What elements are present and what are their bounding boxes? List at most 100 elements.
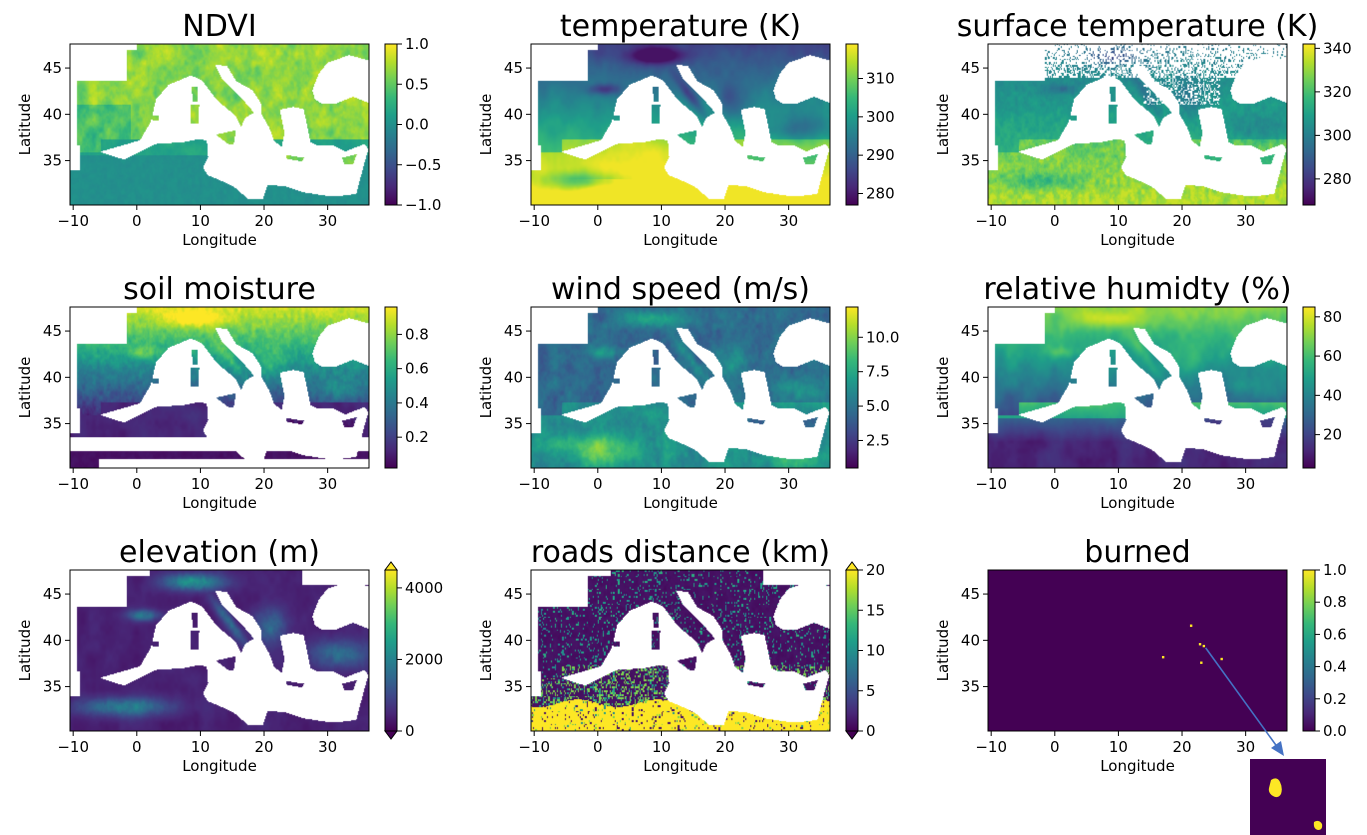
colorbar-tick-label: 5.0: [866, 397, 890, 415]
x-tick-label: 20: [715, 475, 734, 493]
colorbar-gradient: [384, 569, 398, 732]
colorbar: 280 300 320 340: [1302, 39, 1352, 206]
heatmap-raster: [988, 307, 1287, 468]
colorbar-tick-label: 320: [1323, 83, 1352, 101]
inset-burned-area: [1268, 778, 1282, 798]
x-axis-label: Longitude: [643, 231, 718, 249]
y-tick-label: 35: [961, 152, 980, 170]
y-axis-label: Latitude: [16, 620, 34, 682]
panel-4: soil moisture −10 0 10 20 30 Longitude 35 40 45 La…: [16, 272, 429, 512]
y-axis-label: Latitude: [16, 357, 34, 419]
y-axis-label: Latitude: [934, 94, 952, 156]
heatmap-raster: [531, 44, 830, 205]
y-tick-label: 45: [43, 322, 62, 340]
x-tick-label: 10: [652, 212, 671, 230]
colorbar-tick-label: 20: [866, 561, 885, 579]
colorbar-gradient: [1302, 43, 1316, 206]
y-tick-label: 35: [504, 678, 523, 696]
x-tick-label: 20: [1172, 475, 1191, 493]
x-tick-label: 30: [779, 738, 798, 756]
heatmap-raster: [70, 307, 369, 468]
x-tick-label: 20: [254, 475, 273, 493]
colorbar-tick-label: 1.0: [1323, 561, 1347, 579]
colorbar: 0.0 0.2 0.4 0.6 0.8 1.0: [1302, 561, 1347, 740]
colorbar-tick-label: 0: [866, 722, 876, 740]
colorbar-tick-label: 0.8: [405, 325, 429, 343]
plot-frame: [69, 306, 370, 469]
colorbar-tick-label: 20: [1323, 426, 1342, 444]
x-tick-label: 30: [1236, 475, 1255, 493]
colorbar-tick-label: 4000: [405, 579, 443, 597]
x-tick-label: −10: [518, 475, 550, 493]
plot-frame: [530, 569, 831, 732]
x-tick-label: 30: [318, 738, 337, 756]
plot-frame: [987, 43, 1288, 206]
x-tick-label: 10: [191, 212, 210, 230]
x-tick-label: 20: [1172, 738, 1191, 756]
colorbar-tick-label: 0.0: [1323, 722, 1347, 740]
y-tick-label: 45: [504, 59, 523, 77]
colorbar-tick-label: 0.2: [1323, 690, 1347, 708]
y-tick-label: 45: [504, 322, 523, 340]
y-tick-label: 40: [504, 105, 523, 123]
x-tick-label: 20: [254, 212, 273, 230]
colorbar-tick-label: −1.0: [405, 196, 441, 214]
y-tick-label: 45: [43, 59, 62, 77]
colorbar: 280 290 300 310: [845, 43, 895, 206]
burned-zoom-inset: [1205, 647, 1326, 835]
colorbar: 2.5 5.0 7.5 10.0: [845, 306, 899, 469]
heatmap-raster: [531, 307, 830, 468]
x-tick-label: 30: [779, 475, 798, 493]
y-tick-label: 40: [961, 631, 980, 649]
plot-frame: [987, 569, 1288, 732]
y-tick-label: 40: [43, 368, 62, 386]
x-tick-label: −10: [975, 212, 1007, 230]
x-tick-label: 20: [254, 738, 273, 756]
colorbar-tick-label: 10: [866, 642, 885, 660]
x-tick-label: 10: [1109, 212, 1128, 230]
panel-title: soil moisture: [123, 272, 316, 307]
colorbar-tick-label: 300: [866, 108, 895, 126]
colorbar-tick-label: 310: [866, 70, 895, 88]
colorbar-tick-label: 0.4: [1323, 658, 1347, 676]
x-tick-label: 30: [1236, 212, 1255, 230]
colorbar-tick-label: 1.0: [405, 35, 429, 53]
heatmap-raster: [988, 44, 1287, 205]
panel-1: NDVI −10 0 10 20 30 Longitude 35 40 45 Latitude −1.…: [16, 9, 441, 249]
x-tick-label: 10: [191, 475, 210, 493]
panel-title: wind speed (m/s): [551, 272, 810, 307]
inset-background: [1250, 759, 1326, 835]
x-tick-label: 30: [779, 212, 798, 230]
y-tick-label: 40: [961, 105, 980, 123]
y-axis-label: Latitude: [16, 94, 34, 156]
colorbar-extend-min: [845, 730, 859, 740]
y-axis-label: Latitude: [477, 94, 495, 156]
x-tick-label: 20: [715, 212, 734, 230]
x-axis-label: Longitude: [182, 494, 257, 512]
colorbar-tick-label: 300: [1323, 126, 1352, 144]
x-axis-label: Longitude: [1100, 231, 1175, 249]
colorbar: 0.2 0.4 0.6 0.8: [384, 306, 429, 469]
x-tick-label: 20: [715, 738, 734, 756]
colorbar-tick-label: 0.6: [405, 360, 429, 378]
x-tick-label: 0: [1050, 475, 1060, 493]
y-axis-label: Latitude: [934, 620, 952, 682]
y-tick-label: 40: [961, 368, 980, 386]
x-tick-label: 0: [132, 475, 142, 493]
colorbar-tick-label: 10.0: [866, 328, 899, 346]
colorbar: 20 40 60 80: [1302, 306, 1342, 469]
y-tick-label: 45: [43, 585, 62, 603]
colorbar-gradient: [845, 569, 859, 732]
colorbar-gradient: [384, 306, 398, 469]
colorbar-extend-min: [384, 730, 398, 740]
inset-arrowhead: [1271, 741, 1284, 756]
x-tick-label: −10: [57, 475, 89, 493]
colorbar-tick-label: 280: [866, 185, 895, 203]
y-tick-label: 35: [961, 678, 980, 696]
panel-6: relative humidty (%) −10 0 10 20 30 Longitude 3…: [934, 272, 1342, 512]
panel-3: surface temperature (K) −10 0 10 20 30 Longitu…: [934, 9, 1352, 249]
heatmap-raster: [531, 570, 830, 731]
colorbar: −1.0 −0.5 0.0 0.5 1.0: [384, 35, 441, 214]
x-tick-label: 10: [652, 738, 671, 756]
x-tick-label: 0: [593, 738, 603, 756]
